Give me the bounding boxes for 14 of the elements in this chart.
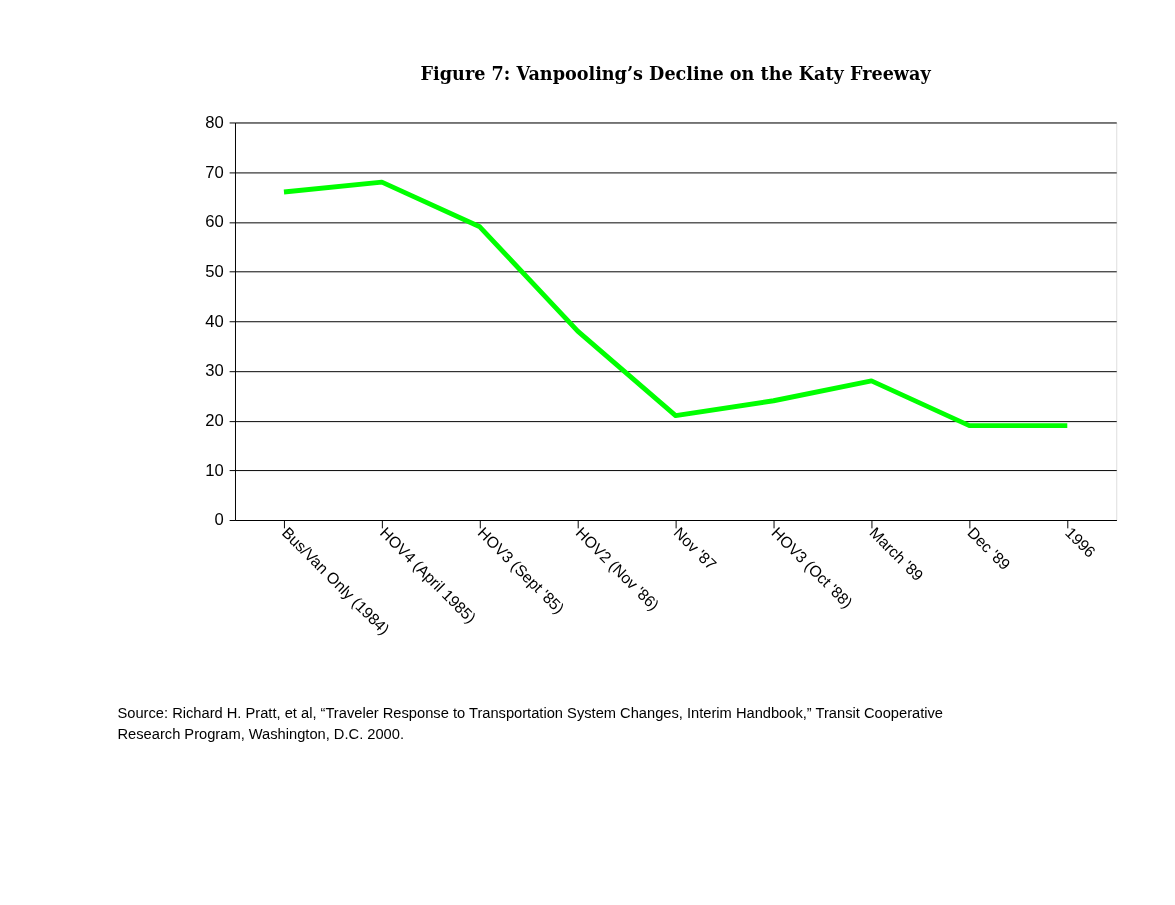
source-note: Source: Richard H. Pratt, et al, “Traveler Response to Transportation System Changes, Interim Handbook,” Transit Cooperative Research Program, Washington, D.C. 2000.: [117, 704, 944, 743]
x-tick-label: Dec '89: [964, 523, 1014, 574]
x-tick-label: Nov '87: [670, 523, 720, 574]
y-tick-label: 80: [205, 112, 224, 132]
chart-title: Figure 7: Vanpooling’s Decline on the Katy Freeway: [420, 63, 932, 85]
line-series: [281, 179, 1070, 429]
y-tick-label: 20: [205, 411, 224, 431]
y-tick-label: 40: [205, 311, 224, 331]
y-tick-label: 50: [205, 261, 224, 281]
y-tick-label: 30: [205, 361, 224, 381]
y-tick-label: 10: [205, 460, 224, 480]
y-tick-label: 70: [205, 162, 224, 182]
y-tick-label: 60: [205, 212, 224, 232]
y-tick-label: 0: [214, 510, 224, 530]
